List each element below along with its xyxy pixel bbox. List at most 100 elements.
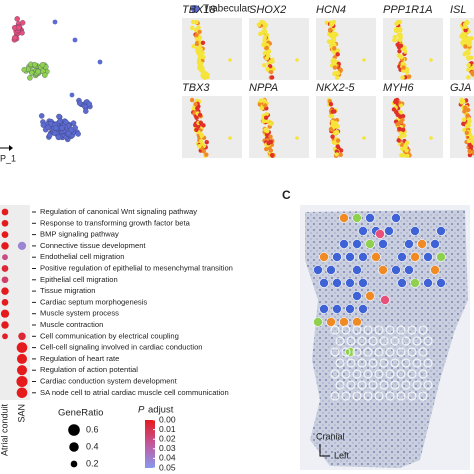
empty-spot: [374, 391, 384, 401]
feature-cell: [258, 98, 264, 103]
term-label: Muscle contraction: [40, 320, 103, 329]
term-label: Muscle system process: [40, 309, 119, 318]
spot: [404, 239, 414, 249]
feature-cell: [266, 141, 271, 146]
spot: [326, 317, 336, 327]
feature-cell: [262, 35, 268, 40]
spot: [430, 239, 440, 249]
feature-cell: [258, 31, 263, 37]
spot: [436, 252, 446, 262]
empty-spot: [357, 380, 367, 390]
spot: [339, 213, 349, 223]
gene-label: ISL: [450, 4, 467, 16]
spot: [339, 317, 349, 327]
feature-cell: [332, 65, 338, 70]
feature-cell: [330, 134, 335, 139]
feature-cell: [197, 143, 202, 149]
feature-cell: [392, 38, 397, 43]
empty-spot: [335, 358, 345, 368]
feature-cell: [328, 101, 334, 107]
term-label: Cardiac septum morphogenesis: [40, 297, 147, 306]
empty-spot: [423, 358, 433, 368]
feature-cell: [470, 65, 474, 71]
cell-point: [51, 130, 58, 136]
feature-cell: [469, 70, 474, 75]
feature-cell: [264, 111, 269, 117]
cell-point: [65, 130, 72, 137]
umap-panel: TrabecularConduitSAN: [11, 4, 251, 143]
cell-point: [19, 20, 26, 26]
empty-spot: [401, 358, 411, 368]
feature-cell: [201, 123, 206, 128]
dot: [16, 365, 28, 376]
feature-cell: [401, 153, 406, 158]
feature-cell: [266, 49, 272, 54]
feature-cell: [332, 46, 337, 51]
feature-cell: [198, 61, 204, 66]
spot: [371, 252, 381, 262]
empty-spot: [418, 369, 428, 379]
spot: [365, 291, 375, 301]
colorbar-label: 0.00: [159, 414, 176, 424]
term-label: Regulation of canonical Wnt signaling pa…: [40, 207, 197, 216]
dot: [2, 333, 8, 340]
feature-cell: [393, 28, 399, 33]
spot: [391, 265, 401, 275]
dot: [1, 242, 9, 250]
empty-spot: [379, 336, 389, 346]
feature-cell: [228, 136, 232, 140]
feature-cell: [466, 75, 471, 80]
term-label: Response to transforming growth factor b…: [40, 218, 191, 227]
term-label: SA node cell to atrial cardiac muscle ce…: [40, 388, 229, 397]
feature-cell: [263, 127, 268, 133]
spot: [430, 265, 440, 275]
feature-cell: [334, 152, 339, 157]
feature-cell: [335, 70, 341, 76]
empty-spot: [341, 369, 351, 379]
feature-box: [316, 96, 376, 158]
feature-cell: [198, 139, 204, 144]
feature-cell: [198, 47, 203, 52]
empty-spot: [330, 325, 340, 335]
gene-label: NPPA: [249, 82, 278, 94]
dot: [1, 299, 9, 306]
cell-point: [69, 92, 75, 98]
feature-cell: [332, 109, 337, 114]
feature-cell: [263, 115, 269, 120]
colorbar-label: 0.05: [159, 462, 176, 472]
feature-cell: [268, 121, 273, 126]
feature-cell: [262, 62, 267, 68]
feature-cell: [202, 72, 207, 78]
feature-cell: [191, 44, 196, 49]
feature-cell: [461, 117, 467, 122]
feature-cell: [429, 58, 433, 62]
cell-point: [40, 122, 47, 128]
feature-cell: [466, 138, 472, 144]
feature-cell: [404, 140, 410, 146]
feature-cell: [460, 98, 466, 104]
empty-spot: [330, 369, 340, 379]
cell-point: [45, 124, 51, 131]
spot: [436, 278, 446, 288]
feature-cell: [397, 19, 403, 25]
feature-cell: [201, 149, 207, 154]
feature-cell: [200, 66, 205, 72]
feature-cell: [400, 75, 405, 80]
feature-cell: [402, 146, 407, 151]
spot: [423, 252, 433, 262]
cell-point: [35, 68, 41, 75]
size-key-label: 0.4: [86, 441, 99, 451]
feature-cell: [262, 50, 268, 56]
empty-spot: [335, 380, 345, 390]
cell-point: [76, 100, 83, 106]
feature-cell: [264, 146, 269, 152]
dot: [18, 332, 26, 341]
spot: [358, 278, 368, 288]
dot: [1, 231, 9, 238]
dot: [16, 375, 28, 388]
feature-cell: [335, 138, 341, 143]
feature-box: [316, 18, 376, 80]
empty-spot: [412, 380, 422, 390]
feature-cell: [264, 118, 269, 124]
